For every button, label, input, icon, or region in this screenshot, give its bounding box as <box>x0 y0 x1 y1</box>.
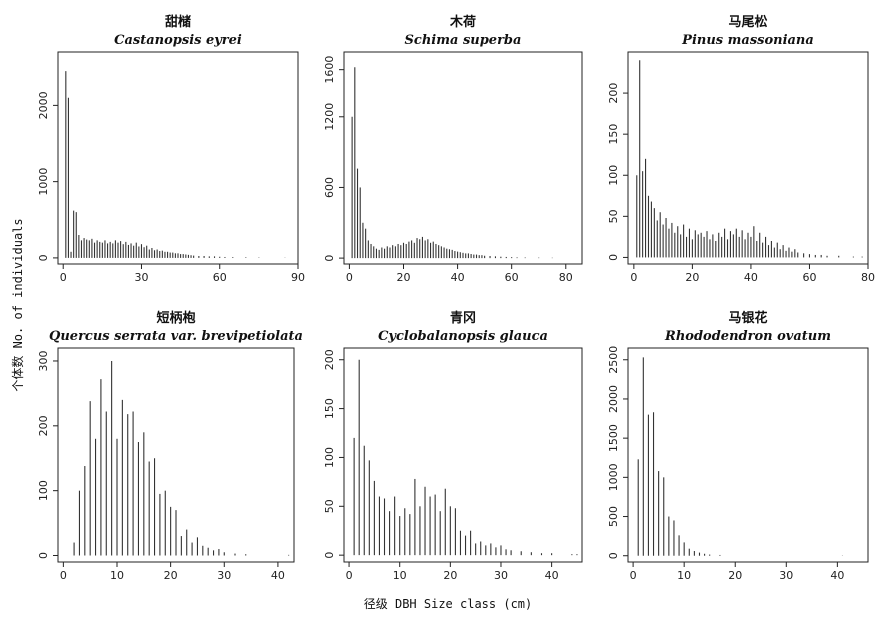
x-tick-label: 20 <box>728 569 742 582</box>
y-tick-label: 0 <box>37 552 50 559</box>
x-tick-label: 30 <box>494 569 508 582</box>
panel-title-sci: Schima superba <box>405 33 522 48</box>
panel-3: 马尾松 Pinus massoniana 0 20 40 60 80 0 50 100 150 200 <box>607 14 875 284</box>
panel-title-sci: Pinus massoniana <box>681 33 814 48</box>
y-tick-label: 1500 <box>607 424 620 452</box>
y-tick-label: 0 <box>323 552 336 559</box>
y-tick-label: 1000 <box>37 168 50 196</box>
plot-frame <box>627 347 869 563</box>
plot-frame <box>57 51 299 265</box>
y-tick-label: 0 <box>37 254 50 261</box>
y-tick-label: 0 <box>323 255 336 262</box>
x-tick-label: 0 <box>60 569 67 582</box>
x-tick-label: 0 <box>630 271 637 284</box>
y-tick-label: 1600 <box>323 56 336 84</box>
x-tick-label: 30 <box>217 569 231 582</box>
panel-title-sci: Cyclobalanopsis glauca <box>378 329 548 344</box>
x-tick-label: 90 <box>291 271 305 284</box>
panel-title-cn: 马尾松 <box>728 14 767 30</box>
y-tick-label: 100 <box>607 165 620 186</box>
x-tick-label: 40 <box>744 271 758 284</box>
y-axis-label: 个体数 No. of individuals <box>10 218 25 391</box>
y-tick-label: 0 <box>607 552 620 559</box>
panel-2: 木荷 Schima superba 0 20 40 60 80 0 600 1200 1600 <box>323 14 583 284</box>
x-tick-label: 40 <box>271 569 285 582</box>
panel-1: 甜槠 Castanopsis eyrei 0 30 60 90 0 1000 2000 <box>37 14 305 284</box>
x-tick-label: 20 <box>164 569 178 582</box>
y-tick-label: 200 <box>323 349 336 370</box>
x-tick-label: 30 <box>134 271 148 284</box>
y-tick-label: 1200 <box>323 103 336 131</box>
panel-4: 短柄枹 Quercus serrata var. brevipetiolata 0 1… <box>37 310 303 582</box>
y-tick-label: 300 <box>37 350 50 371</box>
x-tick-label: 0 <box>630 569 637 582</box>
y-tick-label: 600 <box>323 177 336 198</box>
y-tick-label: 500 <box>607 506 620 527</box>
y-tick-label: 150 <box>607 124 620 145</box>
x-axis-label: 径级 DBH Size class (cm) <box>364 597 533 611</box>
plot-frame <box>57 347 295 563</box>
y-tick-label: 200 <box>607 83 620 104</box>
panel-title-cn: 木荷 <box>449 14 476 30</box>
y-tick-label: 1000 <box>607 463 620 491</box>
plot-frame <box>343 347 583 563</box>
y-tick-label: 200 <box>37 415 50 436</box>
x-tick-label: 40 <box>830 569 844 582</box>
y-tick-label: 2000 <box>607 385 620 413</box>
x-tick-label: 40 <box>545 569 559 582</box>
y-tick-label: 100 <box>37 480 50 501</box>
x-tick-label: 0 <box>346 271 353 284</box>
x-tick-label: 80 <box>559 271 573 284</box>
x-tick-label: 10 <box>677 569 691 582</box>
x-tick-label: 60 <box>802 271 816 284</box>
x-tick-label: 60 <box>213 271 227 284</box>
panel-title-sci: Rhododendron ovatum <box>664 329 831 344</box>
panel-title-cn: 甜槠 <box>165 14 191 30</box>
panel-title-cn: 短柄枹 <box>156 310 195 326</box>
panel-6: 马银花 Rhododendron ovatum 0 10 20 30 40 0 500 1000 1… <box>607 310 869 582</box>
plot-frame <box>627 51 869 265</box>
x-tick-label: 80 <box>861 271 875 284</box>
y-tick-label: 2000 <box>37 91 50 119</box>
y-tick-label: 2500 <box>607 346 620 374</box>
y-tick-label: 50 <box>607 209 620 223</box>
x-tick-label: 40 <box>451 271 465 284</box>
y-tick-label: 100 <box>323 447 336 468</box>
y-tick-label: 0 <box>607 254 620 261</box>
x-tick-label: 0 <box>346 569 353 582</box>
x-tick-label: 20 <box>443 569 457 582</box>
x-tick-label: 60 <box>505 271 519 284</box>
y-tick-label: 150 <box>323 398 336 419</box>
panel-title-cn: 青冈 <box>450 310 476 326</box>
panel-title-sci: Castanopsis eyrei <box>114 33 242 48</box>
panel-title-sci: Quercus serrata var. brevipetiolata <box>49 329 303 344</box>
x-tick-label: 0 <box>60 271 67 284</box>
y-tick-label: 50 <box>323 499 336 513</box>
x-tick-label: 20 <box>397 271 411 284</box>
x-tick-label: 30 <box>779 569 793 582</box>
x-tick-label: 20 <box>685 271 699 284</box>
plot-frame <box>343 51 583 265</box>
panel-5: 青冈 Cyclobalanopsis glauca 0 10 20 30 40 0 50 100 1… <box>323 310 583 582</box>
panel-title-cn: 马银花 <box>728 310 767 326</box>
x-tick-label: 10 <box>110 569 124 582</box>
x-tick-label: 10 <box>393 569 407 582</box>
